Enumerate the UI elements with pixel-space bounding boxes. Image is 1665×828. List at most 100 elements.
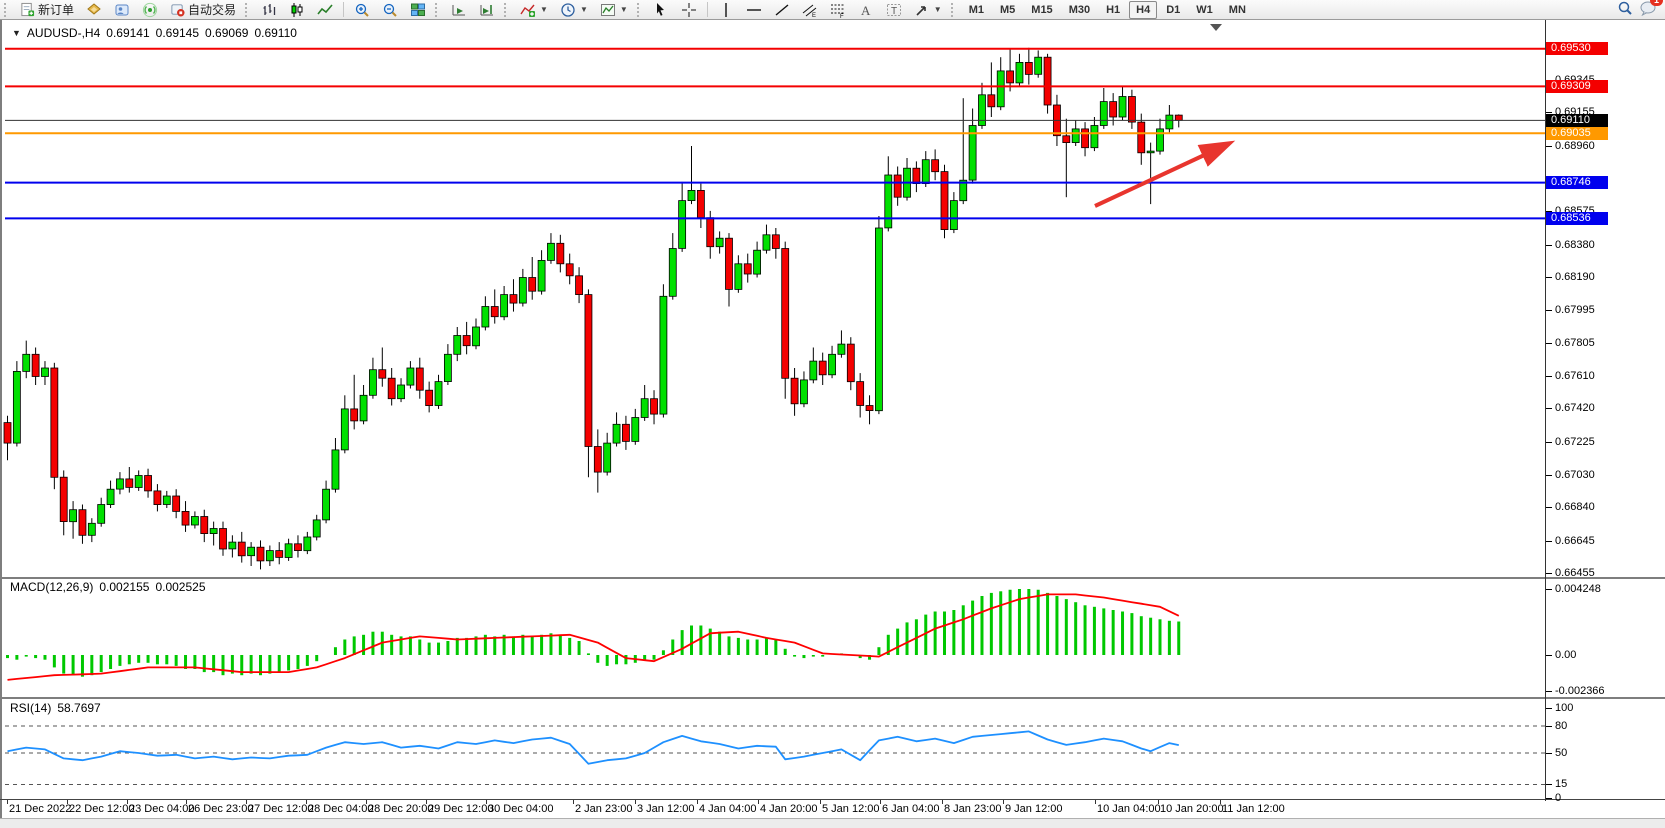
chevron-down-icon: ▼: [540, 5, 548, 14]
price-tick-label: 0.67225: [1555, 436, 1595, 448]
price-line-badge: 0.69035: [1546, 127, 1608, 140]
chart-title: ▼ AUDUSD-,H4 0.69141 0.69145 0.69069 0.6…: [12, 26, 297, 40]
rsi-scale-label: 15: [1555, 778, 1568, 790]
toolbar-grip[interactable]: [435, 2, 442, 17]
toolbar-grip[interactable]: [636, 2, 644, 17]
time-label: 28 Dec 20:00: [368, 803, 434, 815]
time-label: 21 Dec 2022: [9, 803, 72, 815]
timeframe-button-m5[interactable]: M5: [1000, 3, 1016, 16]
time-tick-mark: [758, 800, 759, 804]
time-tick-mark: [942, 800, 943, 804]
time-tick-mark: [697, 800, 698, 804]
time-tick-mark: [366, 800, 367, 804]
horizontal-line-icon[interactable]: [741, 0, 767, 20]
svg-text:T: T: [891, 6, 897, 17]
arrows-button[interactable]: ▼: [909, 0, 947, 20]
price-tick-label: 0.66645: [1555, 535, 1595, 547]
time-tick-mark: [67, 800, 68, 804]
macd-pane-divider[interactable]: [0, 577, 1665, 579]
symbol-label: AUDUSD-,H4: [26, 26, 101, 40]
timeframe-switcher: M1 M5 M15 M30 H1 H4 D1 W1 MN: [962, 0, 1253, 19]
ohlc-open: 0.69141: [106, 26, 150, 40]
time-label: 4 Jan 04:00: [699, 803, 757, 815]
community-icon[interactable]: [109, 0, 135, 20]
main-toolbar: 新订单 自动交易 ▼ ▼ ▼ E F A T ▼: [0, 0, 1665, 20]
chart-area[interactable]: [0, 20, 1665, 818]
auto-scroll-icon[interactable]: [446, 0, 472, 20]
timeframe-button-mn[interactable]: MN: [1228, 3, 1246, 16]
timeframe-button-d1[interactable]: D1: [1166, 3, 1181, 16]
macd-name: MACD(12,26,9): [10, 580, 94, 594]
notifications-icon[interactable]: 1: [1639, 0, 1663, 19]
line-chart-icon[interactable]: [312, 0, 338, 20]
macd-signal-value: 0.002525: [155, 580, 206, 594]
timeframe-button-m15[interactable]: M15: [1031, 3, 1053, 16]
timeframe-button-w1[interactable]: W1: [1196, 3, 1213, 16]
crosshair-icon[interactable]: [676, 0, 702, 20]
vertical-line-icon[interactable]: [713, 0, 739, 20]
timeframe-button-m30[interactable]: M30: [1068, 3, 1091, 16]
time-tick-mark: [1158, 800, 1159, 804]
price-line-badge: 0.68746: [1546, 176, 1608, 189]
price-tick-label: 0.68190: [1555, 271, 1595, 283]
notification-count-badge: 1: [1650, 0, 1663, 6]
new-order-button[interactable]: 新订单: [15, 0, 79, 20]
rsi-scale-label: 80: [1555, 720, 1568, 732]
price-tick-label-mark: [1546, 112, 1552, 113]
text-icon[interactable]: A: [853, 0, 879, 20]
time-label: 23 Dec 04:00: [129, 803, 195, 815]
collapse-icon[interactable]: ▼: [12, 28, 21, 38]
svg-text:F: F: [840, 14, 844, 18]
rsi-pane-divider[interactable]: [0, 697, 1665, 699]
time-label: 10 Jan 04:00: [1097, 803, 1161, 815]
time-tick-mark: [1095, 800, 1096, 804]
price-line-badge: 0.68536: [1546, 212, 1608, 225]
toolbar-grip[interactable]: [4, 2, 11, 17]
zoom-out-icon[interactable]: [377, 0, 403, 20]
search-icon[interactable]: [1617, 0, 1633, 19]
autotrading-button[interactable]: 自动交易: [165, 0, 241, 20]
price-tick-label: 0.66840: [1555, 501, 1595, 513]
time-label: 4 Jan 20:00: [760, 803, 818, 815]
bar-chart-icon[interactable]: [256, 0, 282, 20]
trendline-icon[interactable]: [769, 0, 795, 20]
chevron-down-icon: ▼: [619, 5, 628, 14]
metaeditor-icon[interactable]: [81, 0, 107, 20]
time-label: 6 Jan 04:00: [882, 803, 940, 815]
macd-scale-label: 0.004248: [1555, 583, 1601, 595]
timeframe-button-h1[interactable]: H1: [1106, 3, 1121, 16]
candlestick-chart-icon[interactable]: [284, 0, 310, 20]
time-label: 11 Jan 12:00: [1222, 803, 1285, 815]
price-tick-label-mark: [1546, 573, 1552, 574]
periods-button[interactable]: ▼: [555, 0, 593, 20]
timeframe-button-m1[interactable]: M1: [968, 3, 984, 16]
templates-button[interactable]: ▼: [595, 0, 633, 20]
cursor-icon[interactable]: [648, 0, 674, 20]
toolbar-grip[interactable]: [504, 2, 511, 17]
ohlc-low: 0.69069: [205, 26, 249, 40]
tile-windows-icon[interactable]: [405, 0, 431, 20]
toolbar-grip[interactable]: [245, 2, 252, 17]
zoom-in-icon[interactable]: [349, 0, 375, 20]
time-label: 29 Dec 12:00: [428, 803, 494, 815]
equidistant-channel-icon[interactable]: E: [797, 0, 823, 20]
price-tick-label-mark: [1546, 310, 1552, 311]
new-order-label: 新订单: [38, 3, 75, 17]
chevron-down-icon: ▼: [579, 5, 588, 14]
price-tick-label-mark: [1546, 211, 1552, 212]
fibonacci-icon[interactable]: F: [825, 0, 851, 20]
time-axis-divider: [0, 799, 1665, 800]
text-label-icon[interactable]: T: [881, 0, 907, 20]
window-bottom-edge: [0, 818, 1665, 828]
price-tick-label-mark: [1546, 343, 1552, 344]
macd-scale-label-mark: [1546, 655, 1552, 656]
toolbar-grip[interactable]: [950, 2, 958, 17]
chart-shift-icon[interactable]: [474, 0, 500, 20]
rsi-scale-label-mark: [1546, 784, 1552, 785]
signals-icon[interactable]: [137, 0, 163, 20]
time-label: 3 Jan 12:00: [637, 803, 695, 815]
price-tick-label-mark: [1546, 277, 1552, 278]
timeframe-button-h4[interactable]: H4: [1129, 0, 1158, 19]
indicators-button[interactable]: ▼: [515, 0, 553, 20]
